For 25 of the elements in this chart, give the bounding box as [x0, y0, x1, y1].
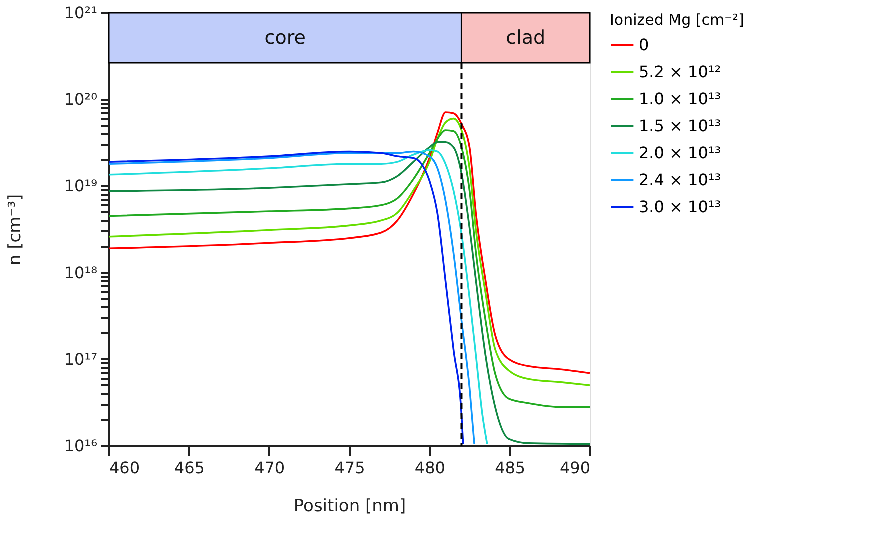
- legend-label: 2.0 × 10¹³: [639, 144, 722, 162]
- x-axis-title: Position [nm]: [294, 496, 406, 516]
- legend-label: 2.4 × 10¹³: [639, 170, 722, 190]
- x-tick-label: 475: [334, 458, 366, 478]
- legend-title: Ionized Mg [cm⁻²]: [610, 11, 744, 29]
- x-tick-label: 470: [254, 458, 286, 478]
- y-tick-label: 10¹⁶: [64, 436, 98, 456]
- legend-label: 3.0 × 10¹³: [639, 198, 722, 216]
- x-tick-label: 480: [414, 458, 446, 478]
- legend-label: 1.0 × 10¹³: [639, 90, 722, 108]
- x-tick-label: 460: [110, 458, 140, 478]
- x-tick-label: 485: [495, 458, 526, 478]
- y-axis-title: n [cm⁻³]: [5, 194, 26, 266]
- legend-label: 1.5 × 10¹³: [639, 116, 722, 136]
- x-tick-label: 490: [560, 458, 590, 478]
- y-tick-label: 10²¹: [64, 4, 98, 22]
- y-tick-label: 10²⁰: [64, 90, 98, 110]
- y-tick-label: 10¹⁷: [64, 350, 98, 369]
- band-label: core: [264, 27, 306, 49]
- y-tick-label: 10¹⁸: [64, 263, 98, 282]
- legend-label: 0: [639, 36, 650, 54]
- x-tick-label: 465: [174, 458, 205, 478]
- y-tick-label: 10¹⁹: [64, 176, 98, 196]
- band-label: clad: [506, 27, 546, 49]
- legend-label: 5.2 × 10¹²: [639, 62, 722, 82]
